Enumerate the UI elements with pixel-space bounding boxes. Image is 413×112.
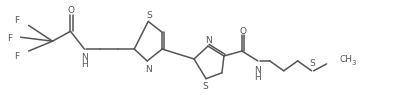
Text: H: H	[254, 73, 261, 82]
Text: N: N	[145, 65, 152, 74]
Text: S: S	[146, 11, 152, 20]
Text: F: F	[7, 33, 12, 42]
Text: H: H	[81, 60, 88, 69]
Text: O: O	[240, 27, 247, 36]
Text: N: N	[254, 66, 261, 75]
Text: F: F	[14, 16, 19, 25]
Text: 3: 3	[351, 59, 356, 65]
Text: CH: CH	[339, 55, 353, 64]
Text: S: S	[202, 81, 208, 90]
Text: O: O	[68, 6, 75, 15]
Text: N: N	[206, 35, 212, 44]
Text: N: N	[81, 53, 88, 62]
Text: F: F	[14, 51, 19, 60]
Text: S: S	[310, 59, 316, 68]
